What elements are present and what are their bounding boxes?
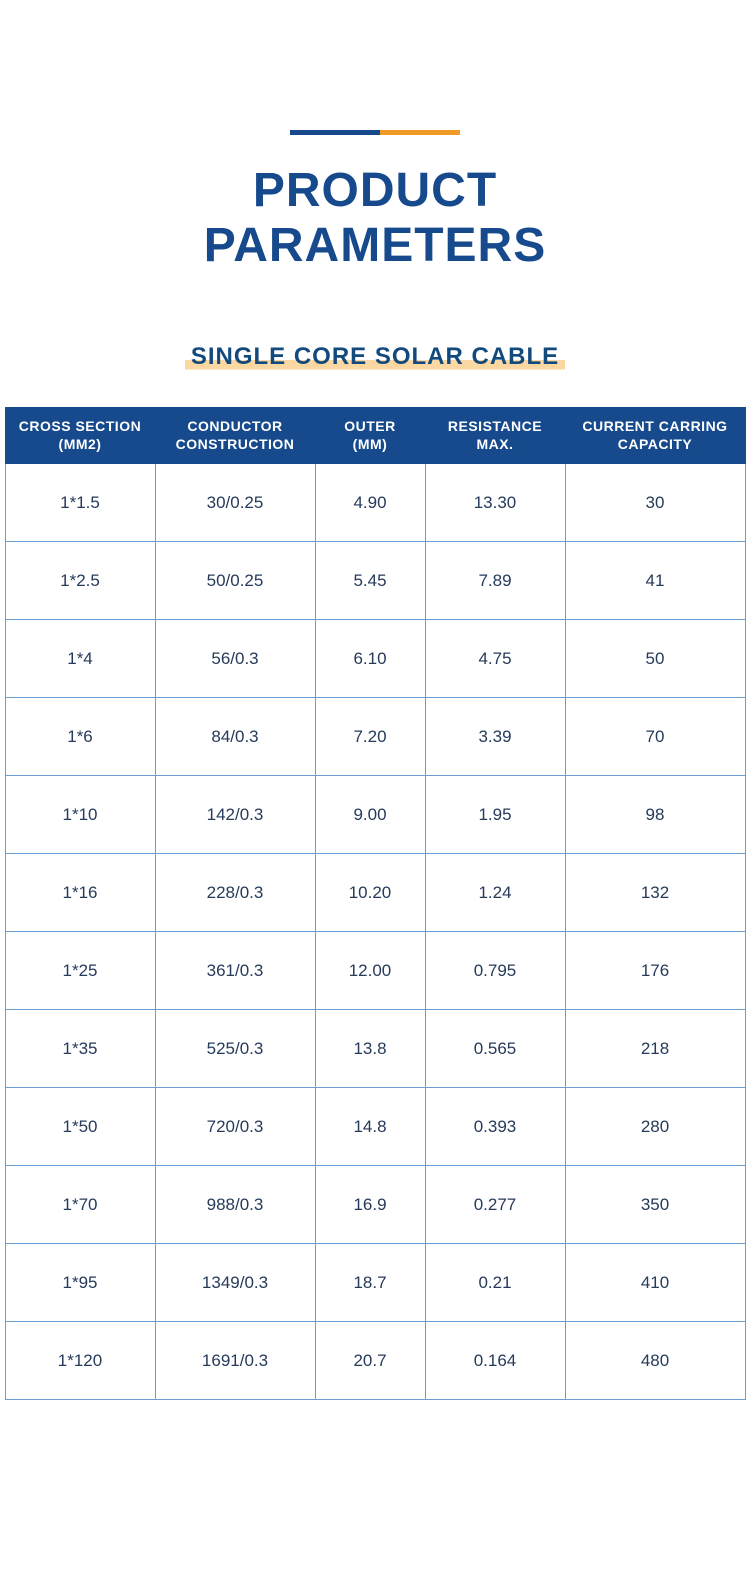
table-cell: 13.8 xyxy=(315,1010,425,1088)
subtitle: SINGLE CORE SOLAR CABLE xyxy=(185,343,565,371)
title-line-2: PARAMETERS xyxy=(204,219,546,272)
table-header-cell: RESISTANCE MAX. xyxy=(425,408,565,464)
table-row: 1*10142/0.39.001.9598 xyxy=(5,776,745,854)
table-header-cell: CONDUCTOR CONSTRUCTION xyxy=(155,408,315,464)
table-cell: 30/0.25 xyxy=(155,464,315,542)
table-header-cell: OUTER (MM) xyxy=(315,408,425,464)
page-title: PRODUCT PARAMETERS xyxy=(0,163,750,273)
table-cell: 132 xyxy=(565,854,745,932)
table-cell: 1*50 xyxy=(5,1088,155,1166)
table-cell: 1*10 xyxy=(5,776,155,854)
table-cell: 10.20 xyxy=(315,854,425,932)
table-row: 1*684/0.37.203.3970 xyxy=(5,698,745,776)
table-cell: 988/0.3 xyxy=(155,1166,315,1244)
table-cell: 0.277 xyxy=(425,1166,565,1244)
table-header-row: CROSS SECTION (MM2)CONDUCTOR CONSTRUCTIO… xyxy=(5,408,745,464)
table-cell: 98 xyxy=(565,776,745,854)
table-row: 1*2.550/0.255.457.8941 xyxy=(5,542,745,620)
table-cell: 70 xyxy=(565,698,745,776)
table-cell: 13.30 xyxy=(425,464,565,542)
table-row: 1*35525/0.313.80.565218 xyxy=(5,1010,745,1088)
divider xyxy=(0,130,750,135)
table-cell: 1.24 xyxy=(425,854,565,932)
table-row: 1*70988/0.316.90.277350 xyxy=(5,1166,745,1244)
table-cell: 1*120 xyxy=(5,1322,155,1400)
table-cell: 1*25 xyxy=(5,932,155,1010)
table-cell: 218 xyxy=(565,1010,745,1088)
table-cell: 7.20 xyxy=(315,698,425,776)
table-cell: 720/0.3 xyxy=(155,1088,315,1166)
table-cell: 7.89 xyxy=(425,542,565,620)
table-cell: 0.164 xyxy=(425,1322,565,1400)
table-cell: 5.45 xyxy=(315,542,425,620)
table-cell: 12.00 xyxy=(315,932,425,1010)
title-line-1: PRODUCT xyxy=(253,164,497,217)
table-cell: 56/0.3 xyxy=(155,620,315,698)
table-cell: 228/0.3 xyxy=(155,854,315,932)
table-cell: 0.795 xyxy=(425,932,565,1010)
table-row: 1*16228/0.310.201.24132 xyxy=(5,854,745,932)
table-cell: 1*70 xyxy=(5,1166,155,1244)
table-row: 1*1.530/0.254.9013.3030 xyxy=(5,464,745,542)
table-cell: 0.393 xyxy=(425,1088,565,1166)
table-cell: 4.90 xyxy=(315,464,425,542)
table-cell: 176 xyxy=(565,932,745,1010)
table-cell: 0.565 xyxy=(425,1010,565,1088)
table-cell: 280 xyxy=(565,1088,745,1166)
table-cell: 142/0.3 xyxy=(155,776,315,854)
table-row: 1*951349/0.318.70.21410 xyxy=(5,1244,745,1322)
table-cell: 1*35 xyxy=(5,1010,155,1088)
table-row: 1*456/0.36.104.7550 xyxy=(5,620,745,698)
table-cell: 3.39 xyxy=(425,698,565,776)
subtitle-wrap: SINGLE CORE SOLAR CABLE xyxy=(0,343,750,371)
table-cell: 1.95 xyxy=(425,776,565,854)
table-row: 1*50720/0.314.80.393280 xyxy=(5,1088,745,1166)
table-cell: 1*95 xyxy=(5,1244,155,1322)
table-cell: 84/0.3 xyxy=(155,698,315,776)
table-cell: 41 xyxy=(565,542,745,620)
table-cell: 16.9 xyxy=(315,1166,425,1244)
divider-right xyxy=(380,130,460,135)
table-cell: 14.8 xyxy=(315,1088,425,1166)
table-cell: 1*16 xyxy=(5,854,155,932)
table-row: 1*25361/0.312.000.795176 xyxy=(5,932,745,1010)
table-cell: 1*1.5 xyxy=(5,464,155,542)
divider-left xyxy=(290,130,380,135)
table-header-cell: CROSS SECTION (MM2) xyxy=(5,408,155,464)
table-cell: 1*2.5 xyxy=(5,542,155,620)
table-cell: 6.10 xyxy=(315,620,425,698)
table-cell: 4.75 xyxy=(425,620,565,698)
table-cell: 20.7 xyxy=(315,1322,425,1400)
table-cell: 410 xyxy=(565,1244,745,1322)
table-cell: 30 xyxy=(565,464,745,542)
table-cell: 50 xyxy=(565,620,745,698)
spec-table: CROSS SECTION (MM2)CONDUCTOR CONSTRUCTIO… xyxy=(5,407,746,1400)
table-cell: 480 xyxy=(565,1322,745,1400)
table-row: 1*1201691/0.320.70.164480 xyxy=(5,1322,745,1400)
table-cell: 525/0.3 xyxy=(155,1010,315,1088)
table-cell: 1349/0.3 xyxy=(155,1244,315,1322)
table-cell: 361/0.3 xyxy=(155,932,315,1010)
table-cell: 9.00 xyxy=(315,776,425,854)
table-cell: 0.21 xyxy=(425,1244,565,1322)
table-body: 1*1.530/0.254.9013.30301*2.550/0.255.457… xyxy=(5,464,745,1400)
table-cell: 1691/0.3 xyxy=(155,1322,315,1400)
table-cell: 18.7 xyxy=(315,1244,425,1322)
table-cell: 1*4 xyxy=(5,620,155,698)
table-cell: 50/0.25 xyxy=(155,542,315,620)
table-cell: 350 xyxy=(565,1166,745,1244)
table-header-cell: CURRENT CARRING CAPACITY xyxy=(565,408,745,464)
table-cell: 1*6 xyxy=(5,698,155,776)
